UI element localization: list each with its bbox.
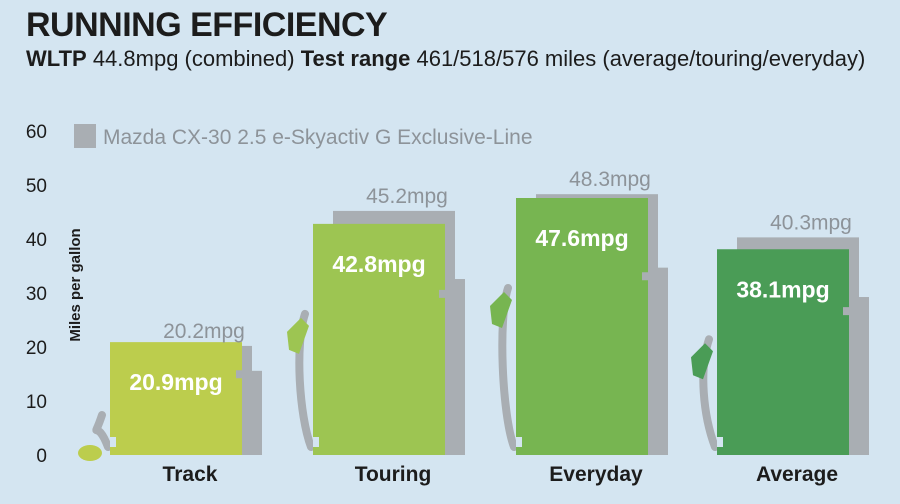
bar-value-label: 42.8mpg [332,251,425,277]
wltp-label: WLTP [26,46,87,71]
y-axis-label: Miles per gallon [67,228,84,341]
comparison-bar-edge [250,370,262,455]
wltp-value: 44.8mpg (combined) [92,46,295,71]
legend-swatch [74,124,96,148]
test-range-label: Test range [300,46,411,71]
y-tick-label: 20 [26,338,47,359]
chart-title: RUNNING EFFICIENCY [26,6,388,44]
category-label: Touring [355,463,432,486]
bar-notch [313,437,319,447]
fuel-pump-bar [110,342,242,455]
y-tick-label: 0 [36,446,47,467]
category-label: Everyday [549,463,643,486]
category-label: Track [163,463,218,486]
comparison-bar-edge [857,297,869,455]
y-tick-label: 40 [26,230,47,251]
y-tick-label: 30 [26,284,47,305]
comparison-value-label: 48.3mpg [569,168,651,191]
bar-notch [516,437,522,447]
fuel-pump-bar [516,197,648,455]
y-tick-label: 60 [26,122,47,143]
comparison-bar-edge [453,279,465,455]
bar-notch [110,437,116,447]
y-tick-label: 10 [26,392,47,413]
bar-value-label: 38.1mpg [736,276,829,302]
pump-nozzle-icon [287,317,309,354]
comparison-value-label: 40.3mpg [770,211,852,234]
fuel-pump-bar [313,223,445,455]
comparison-value-label: 45.2mpg [366,185,448,208]
bar-value-label: 20.9mpg [129,369,222,395]
bar-notch [717,437,723,447]
test-range-value: 461/518/576 miles (average/touring/every… [416,46,866,71]
fuel-pump-bar [717,249,849,455]
pump-nozzle-icon [78,445,102,461]
pump-hose [92,411,112,451]
pump-nozzle-icon [691,343,713,380]
y-tick-label: 50 [26,176,47,197]
pump-nozzle-icon [490,291,512,328]
bar-value-label: 47.6mpg [535,225,628,251]
legend-label: Mazda CX-30 2.5 e-Skyactiv G Exclusive-L… [103,126,533,149]
chart-subtitle: WLTP 44.8mpg (combined) Test range 461/5… [26,44,876,74]
category-label: Average [756,463,838,486]
comparison-value-label: 20.2mpg [163,320,245,343]
comparison-bar-edge [656,267,668,455]
